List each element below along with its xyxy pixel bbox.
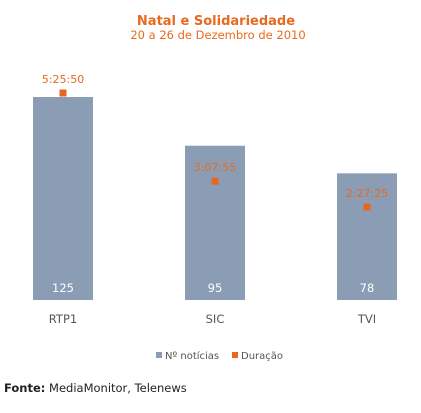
bar-value-sic: 95	[208, 281, 223, 295]
bar-value-rtp1: 125	[52, 281, 74, 295]
chart-subtitle: 20 a 26 de Dezembro de 2010	[130, 28, 305, 42]
duration-label-sic: 3:07:55	[194, 161, 236, 174]
duration-label-tvi: 2:27:25	[346, 187, 388, 200]
category-label-sic: SIC	[206, 312, 225, 326]
legend-label-noticias: Nº notícias	[165, 350, 219, 362]
chart-title: Natal e Solidariedade	[137, 14, 295, 29]
source-note: Fonte: MediaMonitor, Telenews	[4, 381, 187, 395]
bar-sic	[185, 145, 245, 300]
bar-tvi	[337, 173, 397, 300]
bar-value-tvi: 78	[360, 281, 375, 295]
source-text: MediaMonitor, Telenews	[45, 381, 187, 395]
legend-label-duracao: Duração	[241, 351, 283, 362]
category-label-tvi: TVI	[357, 312, 376, 326]
duration-marker-rtp1	[59, 89, 67, 97]
plot-area: 125 RTP1 5:25:50 95 SIC 3:07:55 78 TVI 2:27:25	[33, 73, 397, 326]
duration-marker-tvi	[363, 203, 371, 211]
legend-swatch-duracao	[232, 352, 238, 358]
legend: Nº notícias Duração	[156, 350, 283, 362]
duration-marker-sic	[211, 177, 219, 185]
source-label: Fonte:	[4, 381, 46, 395]
bar-rtp1	[33, 97, 93, 300]
legend-swatch-noticias	[156, 352, 162, 358]
category-label-rtp1: RTP1	[49, 312, 77, 326]
duration-label-rtp1: 5:25:50	[42, 73, 84, 86]
